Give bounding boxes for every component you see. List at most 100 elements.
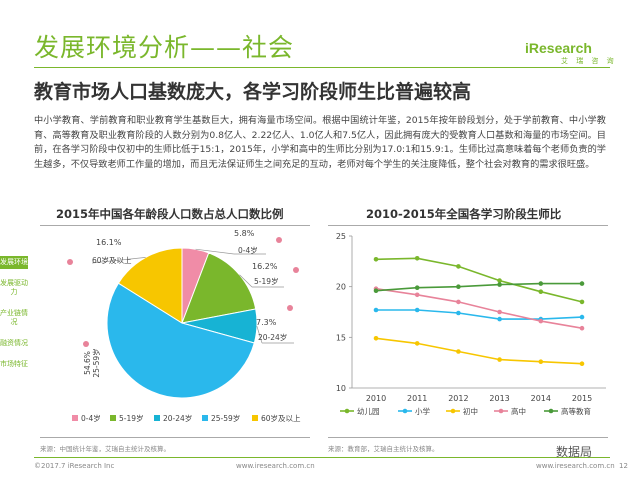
pie-category-label: 60岁及以上 (92, 255, 132, 265)
data-point (497, 278, 502, 283)
pie-legend-swatch (154, 415, 160, 421)
page-subtitle: 教育市场人口基数庞大，各学习阶段师生比普遍较高 (34, 81, 472, 103)
pie-category-label: 5-19岁 (254, 276, 279, 286)
series-line (375, 282, 582, 292)
pie-dot (287, 305, 293, 311)
data-point (579, 361, 585, 366)
series-line (375, 337, 583, 365)
sidebar-item-development-environment[interactable]: 发展环境 (0, 256, 28, 269)
pie-value-label: 5.8% (234, 229, 255, 238)
sidebar-item-financing[interactable]: 融资情况 (0, 339, 28, 347)
line-title-divider (328, 225, 608, 226)
data-point (497, 282, 502, 287)
data-point (579, 299, 585, 305)
y-tick-label: 10 (336, 384, 346, 393)
x-tick-label: 2015 (572, 394, 592, 403)
footer-divider (34, 457, 610, 458)
footer-url-right: www.iresearch.com.cn (536, 462, 615, 470)
series-line (375, 287, 583, 329)
data-point (414, 341, 420, 346)
data-point (538, 359, 544, 364)
line-legend-label: 初中 (463, 406, 478, 416)
data-point (373, 307, 379, 313)
pie-leader-line (91, 257, 146, 264)
data-point (497, 316, 502, 322)
sidebar-item-market-features[interactable]: 市场特征 (0, 360, 28, 368)
y-tick-label: 25 (336, 232, 346, 241)
sidebar-item-drivers[interactable]: 发展驱动力 (0, 279, 28, 296)
iresearch-logo: iResearch 艾 瑞 咨 询 (525, 40, 617, 66)
sidebar: 发展环境 发展驱动力 产业链情况 融资情况 市场特征 (0, 256, 30, 379)
data-point (538, 318, 544, 324)
pie-leader-line (239, 274, 253, 288)
line-source: 来源：教育部，艾瑞自主统计及核算。 (328, 445, 439, 453)
pie-dot (67, 259, 73, 265)
footer-url-center: www.iresearch.com.cn (236, 462, 315, 470)
y-tick-label: 15 (336, 333, 346, 342)
pie-dot (83, 341, 89, 347)
x-tick-label: 2010 (366, 394, 386, 403)
data-point (414, 292, 420, 298)
line-legend-marker (548, 408, 554, 414)
data-point (373, 257, 379, 262)
pie-category-label: 0-4岁 (238, 245, 258, 255)
pie-legend-swatch (252, 415, 258, 421)
watermark: 数据局 (556, 445, 593, 459)
data-point (579, 325, 585, 331)
pie-dot (276, 237, 282, 243)
pie-leader-line (256, 325, 263, 344)
page-title: 发展环境分析——社会 (34, 33, 295, 62)
data-point (373, 288, 379, 293)
pie-value-label: 54.6% (83, 351, 92, 375)
line-legend-label: 高中 (511, 406, 526, 416)
line-legend-label: 幼儿园 (357, 406, 380, 416)
series-line (375, 257, 583, 303)
pie-legend-swatch (72, 415, 78, 421)
line-legend-label: 小学 (415, 406, 430, 416)
y-tick-label: 20 (336, 283, 346, 292)
pie-value-label: 16.1% (96, 238, 122, 247)
pie-value-label: 7.3% (256, 318, 277, 327)
line-chart: 10 15 20 25 2010 2011 2012 2013 2014 2015 幼儿园 小学 初中 高… (336, 232, 606, 416)
line-legend-marker (450, 408, 456, 414)
pie-source: 来源：中国统计年鉴，艾瑞自主统计及核算。 (40, 445, 170, 453)
logo-sub: 艾 瑞 咨 询 (561, 57, 617, 65)
pie-legend-label: 0-4岁 (81, 413, 101, 423)
pie-legend-swatch (110, 415, 116, 421)
x-tick-label: 2013 (489, 394, 509, 403)
data-point (538, 281, 544, 286)
data-point (456, 264, 461, 269)
pie-slice (106, 282, 255, 399)
pie-legend-label: 60岁及以上 (261, 413, 301, 423)
data-point (538, 289, 544, 294)
data-point (579, 281, 585, 286)
pie-dot (293, 267, 299, 273)
line-legend-marker (402, 408, 408, 414)
pie-legend-label: 5-19岁 (119, 413, 144, 423)
page-number: 12 (619, 462, 628, 470)
title-divider (34, 67, 610, 68)
data-point (456, 299, 461, 305)
pie-category-label: 25-59岁 (91, 348, 101, 377)
data-point (497, 357, 502, 362)
logo-brand: iResearch (525, 40, 592, 56)
pie-value-label: 16.2% (252, 262, 278, 271)
pie-leader-line (195, 248, 235, 255)
data-point (497, 309, 502, 315)
line-source-divider (328, 437, 608, 438)
data-point (579, 314, 585, 320)
data-point (414, 285, 420, 290)
pie-category-label: 20-24岁 (258, 332, 287, 342)
x-tick-label: 2011 (407, 394, 427, 403)
data-point (414, 307, 420, 313)
x-tick-label: 2014 (531, 394, 551, 403)
pie-legend-swatch (202, 415, 208, 421)
sidebar-item-industry-chain[interactable]: 产业链情况 (0, 309, 28, 326)
pie-title-divider (40, 225, 310, 226)
pie-source-divider (40, 437, 310, 438)
pie-legend-label: 20-24岁 (163, 413, 192, 423)
pie-legend-label: 25-59岁 (211, 413, 240, 423)
data-point (414, 256, 420, 261)
data-point (456, 284, 461, 289)
